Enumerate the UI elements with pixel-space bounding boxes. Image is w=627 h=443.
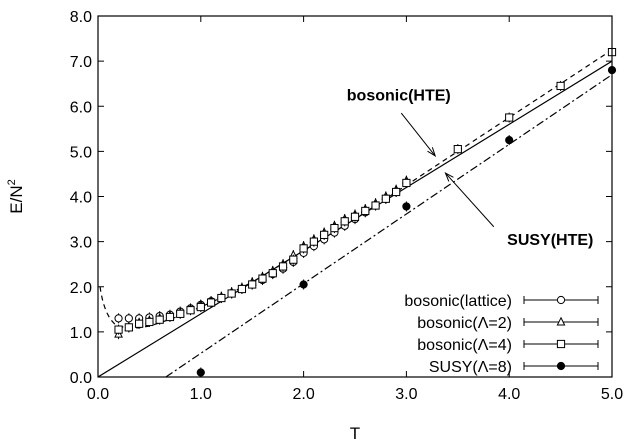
data-point xyxy=(330,223,339,233)
data-point xyxy=(258,274,267,283)
curve-dash-dot xyxy=(165,74,612,377)
y-axis-label: E/N2 xyxy=(6,179,26,213)
data-point xyxy=(237,284,247,294)
annotation-arrowhead xyxy=(444,171,454,182)
y-tick-label: 7.0 xyxy=(70,54,92,71)
annotation-arrow xyxy=(445,172,495,228)
legend-marker xyxy=(556,316,566,326)
legend-label: SUSY(Λ=8) xyxy=(429,359,512,376)
data-point xyxy=(176,309,185,318)
legend-label: bosonic(lattice) xyxy=(404,293,512,310)
annotation-arrow xyxy=(400,112,436,157)
x-tick-label: 4.0 xyxy=(498,386,520,403)
data-point xyxy=(268,269,277,278)
x-tick-label: 1.0 xyxy=(190,386,212,403)
annotations-layer: bosonic(HTE) SUSY(HTE) xyxy=(347,87,594,248)
data-point xyxy=(361,206,370,216)
y-tick-label: 0.0 xyxy=(70,370,92,387)
data-point xyxy=(145,317,154,327)
legend-entry: bosonic(Λ=4) xyxy=(417,337,599,354)
y-axis-label-superscript: 2 xyxy=(6,179,18,185)
data-point xyxy=(114,314,123,323)
data-point xyxy=(165,312,175,322)
data-point xyxy=(402,202,411,211)
y-tick-label: 8.0 xyxy=(70,9,92,26)
x-tick-label: 3.0 xyxy=(395,386,417,403)
y-tick-label: 2.0 xyxy=(70,280,92,297)
data-point xyxy=(371,201,380,210)
curve-dashed xyxy=(99,49,612,329)
x-tick-label: 5.0 xyxy=(601,386,623,403)
data-point xyxy=(402,178,411,188)
x-axis-label: T xyxy=(350,424,360,443)
legend: bosonic(lattice) bosonic(Λ=2) bosonic(Λ=4)… xyxy=(404,293,599,376)
data-point xyxy=(227,289,236,298)
data-point xyxy=(453,145,462,154)
series-0 xyxy=(114,177,411,324)
legend-entry: SUSY(Λ=8) xyxy=(429,359,599,376)
series-1 xyxy=(114,175,411,340)
data-point xyxy=(320,230,329,239)
legend-marker xyxy=(556,295,566,305)
data-point xyxy=(556,81,565,91)
data-point xyxy=(392,187,401,197)
annotation-label: SUSY(HTE) xyxy=(507,232,593,249)
data-point xyxy=(340,217,349,226)
data-point xyxy=(124,314,133,323)
annotation-arrowhead xyxy=(427,147,437,158)
y-tick-label: 5.0 xyxy=(70,144,92,161)
legend-marker xyxy=(556,361,566,371)
data-point xyxy=(206,298,216,307)
data-point xyxy=(299,280,308,289)
legend-label: bosonic(Λ=2) xyxy=(417,315,512,332)
data-point xyxy=(289,255,298,264)
legend-marker xyxy=(556,339,566,349)
data-point xyxy=(350,212,360,221)
y-tick-label: 4.0 xyxy=(70,190,92,207)
legend-entry: bosonic(Λ=2) xyxy=(417,315,599,332)
data-point xyxy=(155,315,164,324)
data-point xyxy=(217,293,226,303)
legend-label: bosonic(Λ=4) xyxy=(417,337,512,354)
annotation-label: bosonic(HTE) xyxy=(347,87,451,104)
series-2 xyxy=(114,47,617,335)
data-point xyxy=(309,237,318,246)
data-point xyxy=(135,319,144,328)
plot-frame xyxy=(97,15,613,378)
data-point xyxy=(124,323,133,332)
y-tick-label: 6.0 xyxy=(70,99,92,116)
data-point xyxy=(505,135,514,145)
series-3 xyxy=(196,65,617,378)
x-tick-label: 0.0 xyxy=(87,386,109,403)
data-point xyxy=(505,113,514,122)
data-point xyxy=(278,262,288,271)
x-tick-label: 2.0 xyxy=(292,386,314,403)
y-axis-label-main: E/N xyxy=(7,185,26,213)
data-point xyxy=(196,302,205,312)
data-point xyxy=(186,306,195,315)
data-point xyxy=(114,325,123,334)
ticks-layer: 0.0 1.0 2.0 3.0 4.0 5.0 0.0 1.0 2.0 3.0 4.0 5.0 6.0 7… xyxy=(70,9,623,403)
data-point xyxy=(381,194,390,203)
legend-entry: bosonic(lattice) xyxy=(404,293,599,310)
points-layer xyxy=(114,47,617,378)
y-tick-label: 3.0 xyxy=(70,235,92,252)
data-point xyxy=(248,280,257,289)
data-point xyxy=(299,244,308,253)
y-tick-label: 1.0 xyxy=(70,325,92,342)
